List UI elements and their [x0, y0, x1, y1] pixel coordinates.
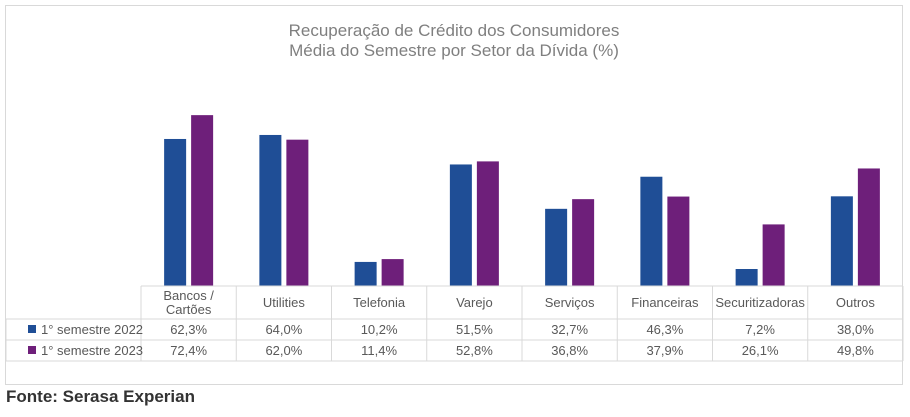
bar-1-1 — [259, 134, 282, 286]
bar-2-3 — [476, 161, 499, 286]
source-note: Fonte: Serasa Experian — [6, 387, 195, 406]
legend-label-1: 1° semestre 2022 — [41, 322, 143, 337]
legend-swatch-2 — [28, 346, 36, 354]
category-label-7: Outros — [836, 295, 876, 310]
category-label-4: Serviços — [545, 295, 595, 310]
chart-title: Recuperação de Crédito dos Consumidores — [289, 21, 620, 40]
value-label-2-7: 49,8% — [837, 343, 874, 358]
category-label-2: Telefonia — [353, 295, 406, 310]
chart-frame: Recuperação de Crédito dos Consumidores … — [5, 5, 904, 385]
bar-2-1 — [286, 139, 309, 286]
legend-label-2: 1° semestre 2023 — [41, 343, 143, 358]
legend-swatch-1 — [28, 325, 36, 333]
category-label-0: Bancos / Cartões — [163, 288, 214, 317]
value-label-2-4: 36,8% — [551, 343, 588, 358]
value-label-1-6: 7,2% — [745, 322, 775, 337]
bar-2-4 — [572, 199, 595, 286]
value-label-1-4: 32,7% — [551, 322, 588, 337]
value-label-1-7: 38,0% — [837, 322, 874, 337]
chart-subtitle: Média do Semestre por Setor da Dívida (%… — [289, 41, 619, 60]
value-label-2-3: 52,8% — [456, 343, 493, 358]
value-label-1-3: 51,5% — [456, 322, 493, 337]
bar-2-5 — [667, 196, 690, 286]
bars-layer — [164, 115, 880, 286]
bar-chart: Recuperação de Crédito dos Consumidores … — [6, 21, 904, 362]
value-label-1-2: 10,2% — [361, 322, 398, 337]
bar-1-6 — [735, 269, 758, 286]
category-label-1: Utilities — [263, 295, 305, 310]
category-label-6: Securitizadoras — [715, 295, 805, 310]
bar-1-0 — [164, 138, 187, 286]
bar-1-4 — [545, 208, 568, 286]
value-label-1-1: 64,0% — [265, 322, 302, 337]
value-label-2-6: 26,1% — [742, 343, 779, 358]
bar-2-2 — [381, 259, 404, 286]
value-label-2-2: 11,4% — [361, 343, 397, 358]
bar-1-3 — [449, 164, 472, 286]
category-label-3: Varejo — [456, 295, 493, 310]
value-label-2-5: 37,9% — [646, 343, 683, 358]
category-label-5: Financeiras — [631, 295, 699, 310]
bar-1-5 — [640, 176, 663, 286]
value-label-1-0: 62,3% — [170, 322, 207, 337]
bar-2-0 — [191, 115, 214, 286]
bar-2-7 — [857, 168, 880, 286]
bar-2-6 — [762, 224, 785, 286]
value-label-2-0: 72,4% — [170, 343, 207, 358]
value-label-2-1: 62,0% — [265, 343, 302, 358]
bar-1-2 — [354, 261, 377, 286]
bar-1-7 — [830, 196, 853, 286]
value-label-1-5: 46,3% — [646, 322, 683, 337]
data-table: Bancos / Cartões Utilities Telefonia Varejo S… — [6, 285, 904, 362]
